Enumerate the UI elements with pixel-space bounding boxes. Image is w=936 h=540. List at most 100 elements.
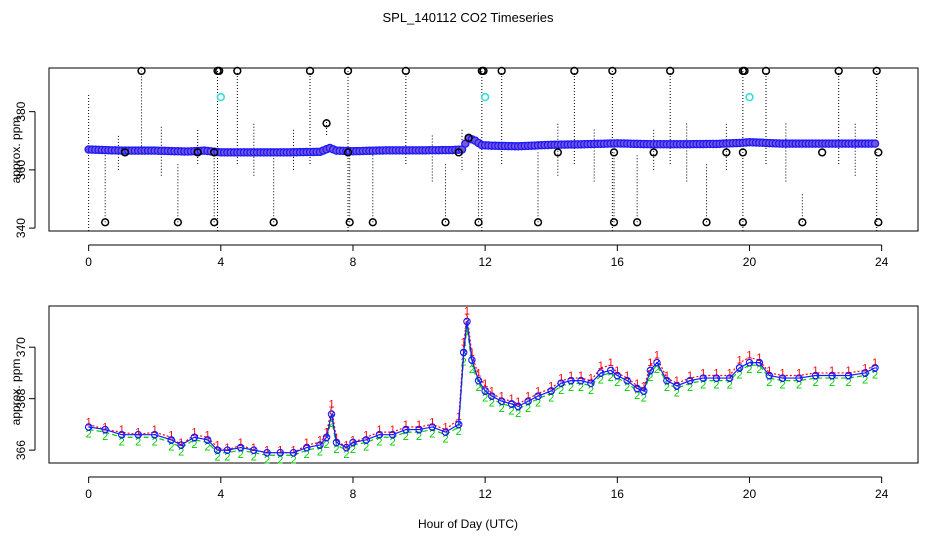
series-2-marker: 2 xyxy=(363,441,369,453)
series-2-marker: 2 xyxy=(499,403,505,415)
series-1-marker: 1 xyxy=(442,422,448,434)
series-3-ring xyxy=(567,376,575,385)
series-2-marker: 2 xyxy=(588,385,594,397)
series-3-ring xyxy=(712,374,721,382)
series-3-ring xyxy=(250,446,258,454)
series-2-marker: 2 xyxy=(135,436,141,448)
series-1-marker: 1 xyxy=(178,437,184,449)
bottom-x-tick-label: 16 xyxy=(611,487,625,501)
series-3-marker: 3 xyxy=(264,448,270,460)
series-2-marker: 2 xyxy=(737,369,743,381)
bottom-y-tick-label: 368 xyxy=(14,388,28,408)
series-3-ring xyxy=(236,443,245,452)
series-3-ring xyxy=(640,387,648,395)
series-3-ring xyxy=(388,430,397,439)
series-3-ring xyxy=(497,397,506,405)
mid-outlier-point xyxy=(874,148,883,157)
series-1-marker: 1 xyxy=(598,360,604,372)
series-3-marker: 3 xyxy=(766,370,772,382)
series-3-ring xyxy=(203,436,212,444)
series-3-marker: 3 xyxy=(713,373,719,385)
series-3-marker: 3 xyxy=(442,427,448,439)
series-3-ring xyxy=(474,376,483,385)
series-3-marker: 3 xyxy=(746,358,752,370)
series-1-marker: 1 xyxy=(515,396,521,408)
low-outlier-point xyxy=(345,218,354,227)
series-3-ring xyxy=(332,438,341,447)
series-2-marker: 2 xyxy=(475,382,481,394)
mid-outlier-point xyxy=(120,148,130,157)
series-3-marker: 3 xyxy=(779,373,785,385)
series-3-marker: 3 xyxy=(152,430,158,442)
series-2-marker: 2 xyxy=(598,374,604,386)
series-3-marker: 3 xyxy=(489,391,495,403)
bottom-x-tick-label: 8 xyxy=(350,487,357,501)
bottom-y-axis-label: approx. ppm xyxy=(9,359,23,426)
series-3-marker: 3 xyxy=(654,358,660,370)
series-2-marker: 2 xyxy=(624,382,630,394)
series-3-marker: 3 xyxy=(647,365,653,377)
series-3-ring xyxy=(463,317,471,326)
series-2-marker: 2 xyxy=(350,444,356,456)
series-2-marker: 2 xyxy=(862,374,868,386)
series-2-marker: 2 xyxy=(515,408,521,420)
series-2-marker: 2 xyxy=(687,382,693,394)
series-1-marker: 1 xyxy=(535,386,541,398)
series-1-marker: 1 xyxy=(238,437,244,449)
series-2-marker: 2 xyxy=(548,393,554,405)
series-3-ring xyxy=(362,436,370,444)
series-2-marker: 2 xyxy=(390,436,396,448)
series-1-marker: 1 xyxy=(813,365,819,377)
series-1-marker: 1 xyxy=(558,373,564,385)
series-2-marker: 2 xyxy=(86,429,92,441)
series-1-marker: 1 xyxy=(323,427,329,439)
series-1-marker: 1 xyxy=(700,367,706,379)
series-2-marker: 2 xyxy=(442,434,448,446)
top-y-tick-label: 360 xyxy=(14,160,28,180)
series-3-marker: 3 xyxy=(525,396,531,408)
flagged-point xyxy=(216,92,226,102)
series-2-marker: 2 xyxy=(152,436,158,448)
series-3-marker: 3 xyxy=(469,355,475,367)
mid-outlier-point xyxy=(322,119,331,128)
series-3-ring xyxy=(454,420,463,429)
series-2-marker: 2 xyxy=(456,426,462,438)
series-3-marker: 3 xyxy=(119,430,125,442)
series-2-marker: 2 xyxy=(509,405,515,417)
series-2-marker: 2 xyxy=(634,390,640,402)
series-1-marker: 1 xyxy=(290,445,296,457)
series-2-marker: 2 xyxy=(264,454,270,466)
series-3-ring xyxy=(514,402,522,411)
low-outlier-point xyxy=(738,218,748,227)
series-3-marker: 3 xyxy=(756,358,762,370)
mid-outlier-point xyxy=(649,148,658,157)
series-3-marker: 3 xyxy=(608,365,614,377)
series-3-ring xyxy=(646,366,655,375)
series-3-ring xyxy=(428,423,437,431)
series-3-marker: 3 xyxy=(205,435,211,447)
series-1-marker: 1 xyxy=(214,440,220,452)
series-3-marker: 3 xyxy=(135,430,141,442)
series-1-marker: 1 xyxy=(224,442,230,454)
series-2-marker: 2 xyxy=(317,447,323,459)
series-1-marker: 1 xyxy=(469,347,475,359)
series-1-marker: 1 xyxy=(647,357,653,369)
series-1-marker: 1 xyxy=(687,370,693,382)
low-outlier-point xyxy=(210,218,219,227)
mid-outlier-point xyxy=(454,148,463,157)
series-1-marker: 1 xyxy=(475,367,481,379)
series-3-marker: 3 xyxy=(641,386,647,398)
series-1-marker: 1 xyxy=(277,445,283,457)
series-3-ring xyxy=(686,376,694,385)
series-1-marker: 1 xyxy=(766,365,772,377)
series-3-marker: 3 xyxy=(416,425,422,437)
series-3-marker: 3 xyxy=(429,422,435,434)
series-3-marker: 3 xyxy=(191,432,197,444)
high-outlier-point xyxy=(343,66,353,76)
low-outlier-point xyxy=(173,218,183,227)
series-3-ring xyxy=(263,448,271,457)
series-1-marker: 1 xyxy=(489,386,495,398)
series-3-marker: 3 xyxy=(846,370,852,382)
series-3-ring xyxy=(84,423,93,431)
